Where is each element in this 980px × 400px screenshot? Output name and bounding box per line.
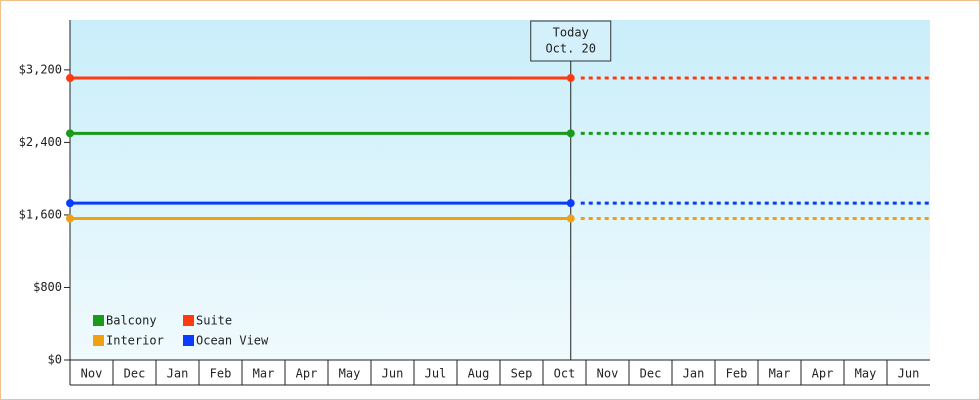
today-label: Today: [553, 26, 589, 40]
x-tick-label: May: [855, 367, 877, 381]
x-tick-label: Jun: [898, 367, 920, 381]
x-tick-label: Mar: [253, 367, 275, 381]
x-tick-label: Dec: [124, 367, 146, 381]
series-point: [66, 199, 74, 208]
x-tick-label: Dec: [640, 367, 662, 381]
legend-swatch: [93, 315, 104, 326]
x-tick-label: Feb: [210, 367, 232, 381]
legend-swatch: [183, 315, 194, 326]
x-tick-label: Sep: [511, 367, 533, 381]
x-tick-label: Aug: [468, 367, 490, 381]
x-tick-label: Jan: [167, 367, 189, 381]
legend-swatch: [93, 335, 104, 346]
x-tick-label: Jun: [382, 367, 404, 381]
series-point: [566, 214, 575, 223]
x-tick-label: Nov: [597, 367, 619, 381]
x-tick-label: Jan: [683, 367, 705, 381]
series-point: [66, 129, 74, 138]
x-tick-label: Nov: [81, 367, 103, 381]
y-tick-label: $3,200: [19, 62, 62, 76]
series-point: [66, 74, 74, 83]
x-tick-label: Jul: [425, 367, 447, 381]
legend-label: Suite: [196, 314, 232, 328]
x-tick-label: Feb: [726, 367, 748, 381]
today-date: Oct. 20: [545, 42, 596, 56]
y-tick-label: $800: [33, 280, 62, 294]
legend-label: Ocean View: [196, 334, 269, 348]
legend-label: Interior: [106, 334, 164, 348]
today-box: [530, 20, 612, 62]
series-point: [566, 199, 575, 208]
plot-area: [70, 20, 930, 360]
x-tick-label: Mar: [769, 367, 791, 381]
y-tick-label: $1,600: [19, 207, 62, 221]
series-point: [566, 129, 575, 138]
x-tick-label: Oct: [554, 367, 576, 381]
y-tick-label: $2,400: [19, 135, 62, 149]
x-tick-label: Apr: [296, 367, 318, 381]
legend-swatch: [183, 335, 194, 346]
legend-label: Balcony: [106, 314, 157, 328]
x-tick-label: Apr: [812, 367, 834, 381]
series-point: [66, 214, 74, 223]
y-tick-label: $0: [48, 353, 62, 367]
series-point: [566, 74, 575, 83]
x-tick-label: May: [339, 367, 361, 381]
